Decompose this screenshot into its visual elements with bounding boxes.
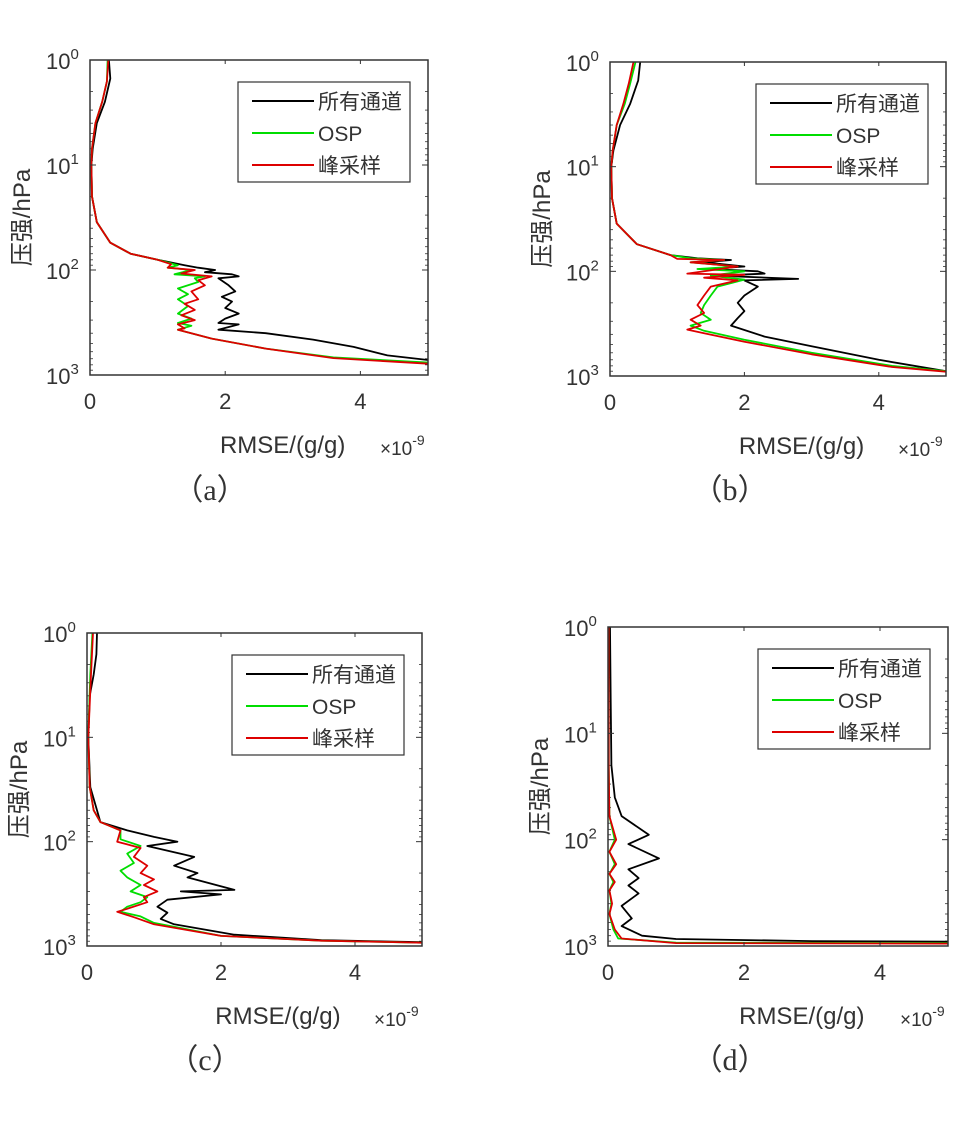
y-tick-label: 101 [43,723,76,751]
legend-label: OSP [318,123,362,146]
x-multiplier: ×10-9 [380,432,425,460]
y-tick-label: 102 [564,826,597,854]
x-tick-label: 2 [738,390,750,415]
legend: 所有通道 OSP 峰采样 [231,654,405,756]
y-axis-label: 压强/hPa [529,170,556,268]
y-tick-label: 103 [566,362,599,390]
series-line [608,627,948,945]
plot-frame [89,59,429,376]
x-tick-label: 4 [349,960,361,985]
x-tick-label: 0 [81,960,93,985]
legend-label: 峰采样 [838,722,901,745]
panel-caption: （a） [173,474,246,507]
panel-caption: （d） [693,1044,768,1077]
panel-caption: （b） [693,474,768,507]
series-line [609,627,948,943]
legend-label: 所有通道 [836,93,920,116]
x-tick-label: 2 [219,389,231,414]
legend-label: 所有通道 [318,91,402,114]
chart-panel-d: 0 2 4 100 101 102 103 RMSE/(g/g) ×10-9 压强/hPa 所有通道… [527,613,949,1077]
legend-label: 峰采样 [318,155,381,178]
x-multiplier: ×10-9 [900,1003,945,1031]
plot-frame [86,632,423,947]
x-tick-label: 0 [84,389,96,414]
x-tick-label: 2 [738,960,750,985]
x-multiplier: ×10-9 [898,433,943,461]
x-axis-label: RMSE/(g/g) [739,1003,864,1030]
y-tick-label: 100 [564,613,597,641]
legend-label: 所有通道 [312,664,396,687]
x-tick-label: 4 [354,389,366,414]
x-axis-label: RMSE/(g/g) [215,1003,340,1030]
plot-frame [607,626,949,947]
x-axis-label: RMSE/(g/g) [220,432,345,459]
y-tick-label: 100 [43,619,76,647]
y-tick-label: 101 [564,719,597,747]
x-tick-label: 2 [215,960,227,985]
y-tick-label: 103 [43,932,76,960]
series-group [608,627,948,945]
y-tick-label: 102 [46,256,79,284]
y-tick-label: 102 [566,257,599,285]
x-multiplier: ×10-9 [374,1003,419,1031]
chart-panel-c: 0 2 4 100 101 102 103 RMSE/(g/g) ×10-9 压强/hPa 所有通道… [6,619,423,1077]
series-group [610,62,946,373]
chart-panel-a: 0 2 4 100 101 102 103 RMSE/(g/g) ×10-9 压强/hPa 所有通道… [9,46,429,507]
y-tick-label: 103 [46,361,79,389]
series-line [87,633,422,944]
series-line [610,62,946,373]
legend-label: OSP [838,690,882,713]
x-axis-label: RMSE/(g/g) [739,433,864,460]
legend-label: OSP [836,125,880,148]
y-tick-label: 102 [43,828,76,856]
y-tick-label: 100 [566,48,599,76]
x-tick-label: 4 [874,960,886,985]
x-tick-label: 0 [604,390,616,415]
y-tick-label: 100 [46,46,79,74]
legend: 所有通道 OSP 峰采样 [755,83,929,185]
legend-label: OSP [312,696,356,719]
legend-label: 峰采样 [312,728,375,751]
legend: 所有通道 OSP 峰采样 [237,81,411,183]
y-tick-label: 101 [46,151,79,179]
y-axis-label: 压强/hPa [527,737,554,835]
legend: 所有通道 OSP 峰采样 [757,648,931,750]
x-tick-label: 4 [873,390,885,415]
y-tick-label: 103 [564,932,597,960]
series-group [87,633,422,944]
legend-label: 所有通道 [838,658,922,681]
y-tick-label: 101 [566,153,599,181]
x-tick-label: 0 [602,960,614,985]
plot-frame [609,61,947,377]
y-axis-label: 压强/hPa [9,168,36,266]
y-axis-label: 压强/hPa [6,740,33,838]
legend-label: 峰采样 [836,157,899,180]
chart-panel-b: 0 2 4 100 101 102 103 RMSE/(g/g) ×10-9 压强/hPa 所有通道… [529,48,947,507]
panel-caption: （c） [168,1044,241,1077]
